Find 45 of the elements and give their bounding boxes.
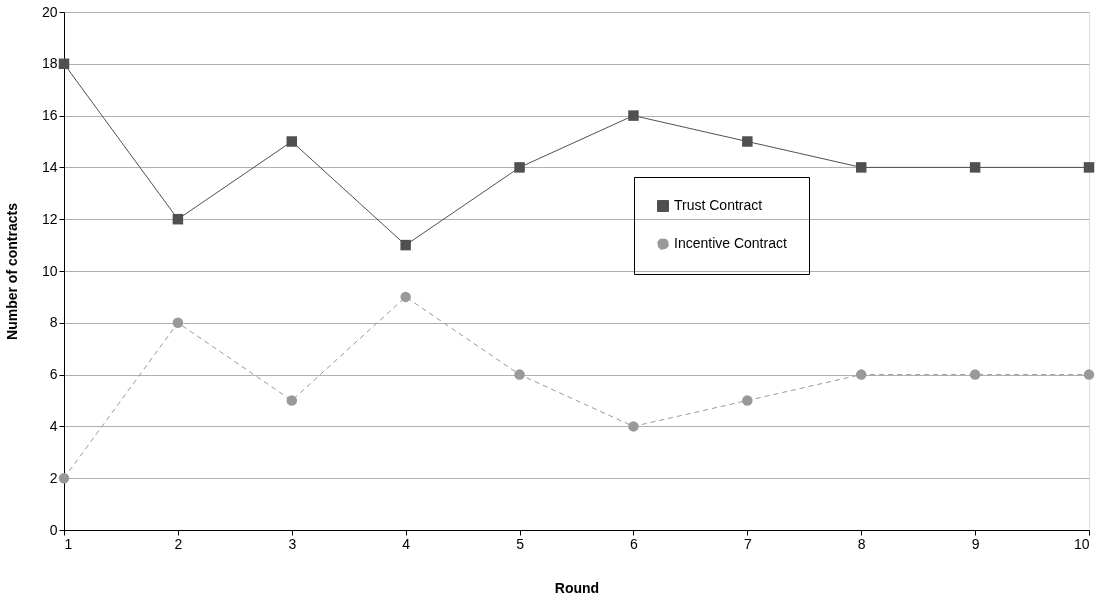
point xyxy=(400,239,411,251)
point xyxy=(172,317,184,329)
point xyxy=(514,162,525,173)
point xyxy=(628,421,639,432)
y-tick-label: 20 xyxy=(41,3,58,20)
y-tick-label: 0 xyxy=(49,521,58,538)
point xyxy=(58,58,70,70)
x-tick-label: 4 xyxy=(402,535,411,552)
point xyxy=(58,472,70,484)
x-tick-label: 1 xyxy=(64,535,73,552)
y-tick-label: 2 xyxy=(49,469,58,486)
point xyxy=(1083,162,1095,173)
x-tick-label: 10 xyxy=(1073,535,1090,552)
point xyxy=(855,369,867,380)
point xyxy=(172,213,184,225)
point xyxy=(742,395,753,406)
legend-label: Trust Contract xyxy=(674,197,763,213)
y-tick-label: 6 xyxy=(49,366,58,383)
x-tick-label: 6 xyxy=(630,535,639,552)
y-tick-label: 4 xyxy=(49,417,58,434)
point xyxy=(286,395,298,406)
point xyxy=(1083,369,1095,380)
x-tick-label: 9 xyxy=(971,535,980,552)
point xyxy=(969,369,981,380)
y-tick-label: 12 xyxy=(41,210,58,227)
legend-label: Incentive Contract xyxy=(674,235,787,251)
y-axis-title: Number of contracts xyxy=(3,202,20,340)
x-tick-label: 3 xyxy=(288,535,297,552)
point xyxy=(286,136,298,147)
x-axis-title: Round xyxy=(554,579,600,596)
x-tick-label: 5 xyxy=(516,535,525,552)
y-tick-label: 16 xyxy=(41,107,58,124)
point xyxy=(628,110,639,121)
y-tick-label: 14 xyxy=(41,158,58,175)
x-tick-label: 7 xyxy=(743,535,752,552)
y-tick-label: 8 xyxy=(49,314,58,331)
x-tick-label: 8 xyxy=(857,535,866,552)
point xyxy=(514,369,525,380)
point xyxy=(742,136,753,147)
x-tick-label: 2 xyxy=(174,535,183,552)
y-tick-label: 18 xyxy=(41,55,58,72)
point xyxy=(400,291,411,303)
y-tick-label: 10 xyxy=(41,262,58,279)
point xyxy=(855,162,867,173)
point xyxy=(969,162,981,173)
